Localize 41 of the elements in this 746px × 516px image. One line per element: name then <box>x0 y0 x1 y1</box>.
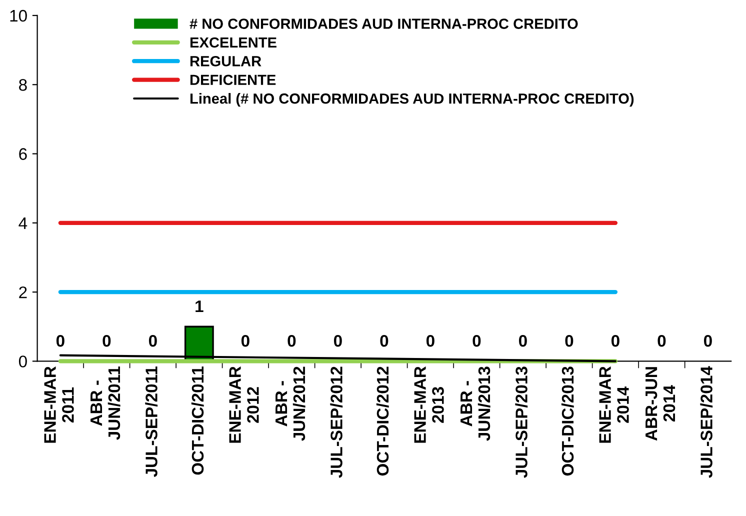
data-label: 0 <box>426 334 434 347</box>
y-tick-label: 10 <box>10 10 27 22</box>
x-tick-label: ABR - JUN/2012 <box>276 366 306 441</box>
data-label: 0 <box>288 334 296 347</box>
data-label: 0 <box>565 334 574 347</box>
data-label: 0 <box>102 334 111 347</box>
legend-label: Lineal (# NO CONFORMIDADES AUD INTERNA-PROC CREDITO) <box>190 93 634 107</box>
legend-label: DEFICIENTE <box>190 74 276 86</box>
x-tick-label: JUL-SEP/2014 <box>700 366 713 478</box>
data-label: 0 <box>658 334 666 347</box>
data-label: 0 <box>334 334 342 347</box>
y-tick-label: 2 <box>19 286 27 298</box>
x-tick-label: OCT-DIC/2011 <box>191 366 204 475</box>
x-tick-label: ENE-MAR 2011 <box>44 366 74 443</box>
legend-label: REGULAR <box>190 56 262 66</box>
legend-label: EXCELENTE <box>190 37 276 48</box>
data-label: 0 <box>241 334 250 347</box>
data-label: 0 <box>518 334 527 347</box>
x-tick-label: OCT-DIC/2012 <box>376 366 389 476</box>
data-label: 0 <box>148 334 157 347</box>
data-label: 0 <box>611 334 620 347</box>
x-tick-label: JUL-SEP/2013 <box>515 366 528 478</box>
data-label: 0 <box>472 334 481 347</box>
x-tick-label: JUL-SEP/2011 <box>145 366 158 477</box>
x-tick-label: ABR - JUN/2011 <box>90 366 120 440</box>
y-tick-label: 6 <box>19 148 27 160</box>
x-tick-label: OCT-DIC/2013 <box>561 366 574 476</box>
y-tick-label: 4 <box>18 217 28 229</box>
y-tick-label: 8 <box>19 79 27 91</box>
x-tick-label: ENE-MAR 2014 <box>599 366 629 443</box>
data-label: 0 <box>56 334 64 347</box>
y-tick-label: 0 <box>18 356 27 368</box>
legend-label: # NO CONFORMIDADES AUD INTERNA-PROC CREDITO <box>190 18 578 29</box>
x-tick-label: JUL-SEP/2012 <box>330 366 343 478</box>
data-label: 0 <box>704 334 712 347</box>
data-label: 0 <box>380 334 388 347</box>
x-tick-label: ABR - JUN/2013 <box>460 366 490 441</box>
x-tick-label: ENE-MAR 2013 <box>414 366 444 443</box>
data-label: 1 <box>196 300 204 312</box>
x-tick-label: ENE-MAR 2012 <box>229 366 259 443</box>
x-tick-label: ABR-JUN 2014 <box>646 367 676 441</box>
